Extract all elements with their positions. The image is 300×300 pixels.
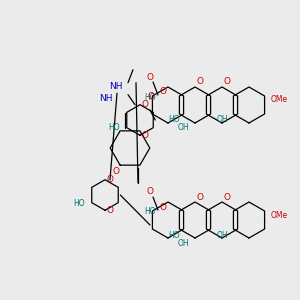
Text: O: O <box>146 188 154 196</box>
Text: O: O <box>196 193 203 202</box>
Text: OH: OH <box>217 230 229 239</box>
Text: O: O <box>147 92 154 101</box>
Text: OH: OH <box>177 238 189 247</box>
Text: O: O <box>142 100 148 109</box>
Text: HO: HO <box>73 199 85 208</box>
Text: O: O <box>160 88 167 97</box>
Text: O: O <box>112 167 119 176</box>
Text: O: O <box>224 77 230 86</box>
Text: HO: HO <box>144 92 156 101</box>
Text: O: O <box>160 202 167 211</box>
Text: HO: HO <box>144 208 156 217</box>
Text: O: O <box>142 131 148 140</box>
Text: OH: OH <box>217 116 229 124</box>
Text: NH: NH <box>100 94 113 103</box>
Text: OMe: OMe <box>271 95 288 104</box>
Text: O: O <box>106 175 113 184</box>
Text: O: O <box>224 193 230 202</box>
Text: O: O <box>146 73 154 82</box>
Text: OMe: OMe <box>271 211 288 220</box>
Text: HO: HO <box>108 124 120 133</box>
Text: O: O <box>196 77 203 86</box>
Text: HO: HO <box>168 116 180 124</box>
Text: NH: NH <box>110 82 123 91</box>
Text: O: O <box>106 206 113 215</box>
Text: OH: OH <box>177 124 189 133</box>
Text: HO: HO <box>168 230 180 239</box>
